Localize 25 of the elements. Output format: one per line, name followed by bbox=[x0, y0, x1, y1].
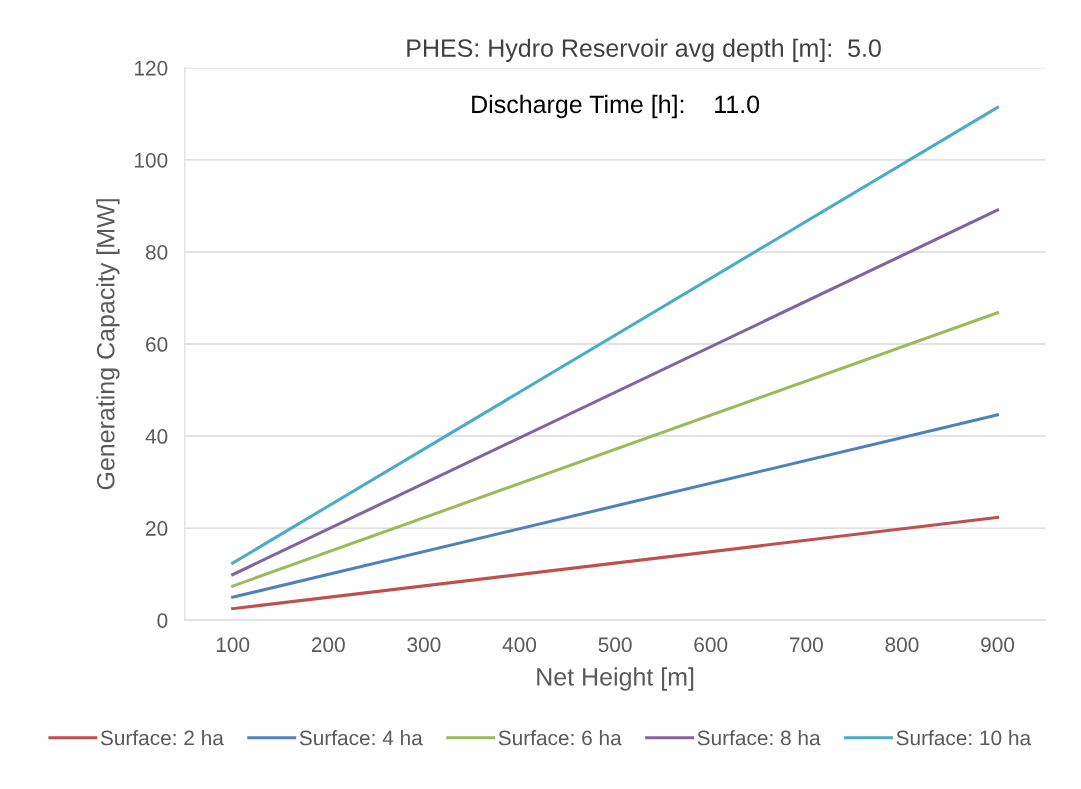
x-tick-label: 700 bbox=[790, 637, 823, 653]
legend-label: Surface: 4 ha bbox=[299, 730, 423, 746]
y-tick-label: 120 bbox=[135, 60, 168, 76]
x-tick-label: 400 bbox=[502, 637, 537, 653]
y-tick-label: 40 bbox=[145, 429, 168, 444]
y-tick-label: 100 bbox=[135, 152, 168, 168]
chart-title: PHES: Hydro Reservoir avg depth [m]: 5.0 bbox=[407, 38, 881, 62]
x-tick-label: 500 bbox=[598, 637, 632, 653]
y-tick-label: 0 bbox=[157, 613, 168, 628]
x-tick-label: 600 bbox=[694, 637, 728, 653]
x-tick-label: 200 bbox=[311, 637, 345, 653]
x-tick-label: 900 bbox=[981, 637, 1015, 653]
y-tick-label: 20 bbox=[146, 521, 168, 536]
legend-label: Surface: 6 ha bbox=[498, 730, 622, 746]
legend-label: Surface: 2 ha bbox=[100, 730, 224, 746]
annotation: Discharge Time [h]: 11.0 bbox=[472, 94, 760, 119]
x-axis-title: Net Height [m] bbox=[537, 667, 694, 691]
legend-label: Surface: 8 ha bbox=[697, 730, 821, 746]
y-tick-label: 60 bbox=[146, 337, 168, 352]
x-tick-label: 100 bbox=[216, 637, 250, 653]
x-tick-label: 300 bbox=[407, 637, 441, 653]
x-tick-label: 800 bbox=[885, 637, 919, 653]
legend-label: Surface: 10 ha bbox=[896, 730, 1032, 746]
y-axis-title: Generating Capacity [MW] bbox=[96, 199, 120, 490]
y-tick-label: 80 bbox=[145, 244, 168, 260]
